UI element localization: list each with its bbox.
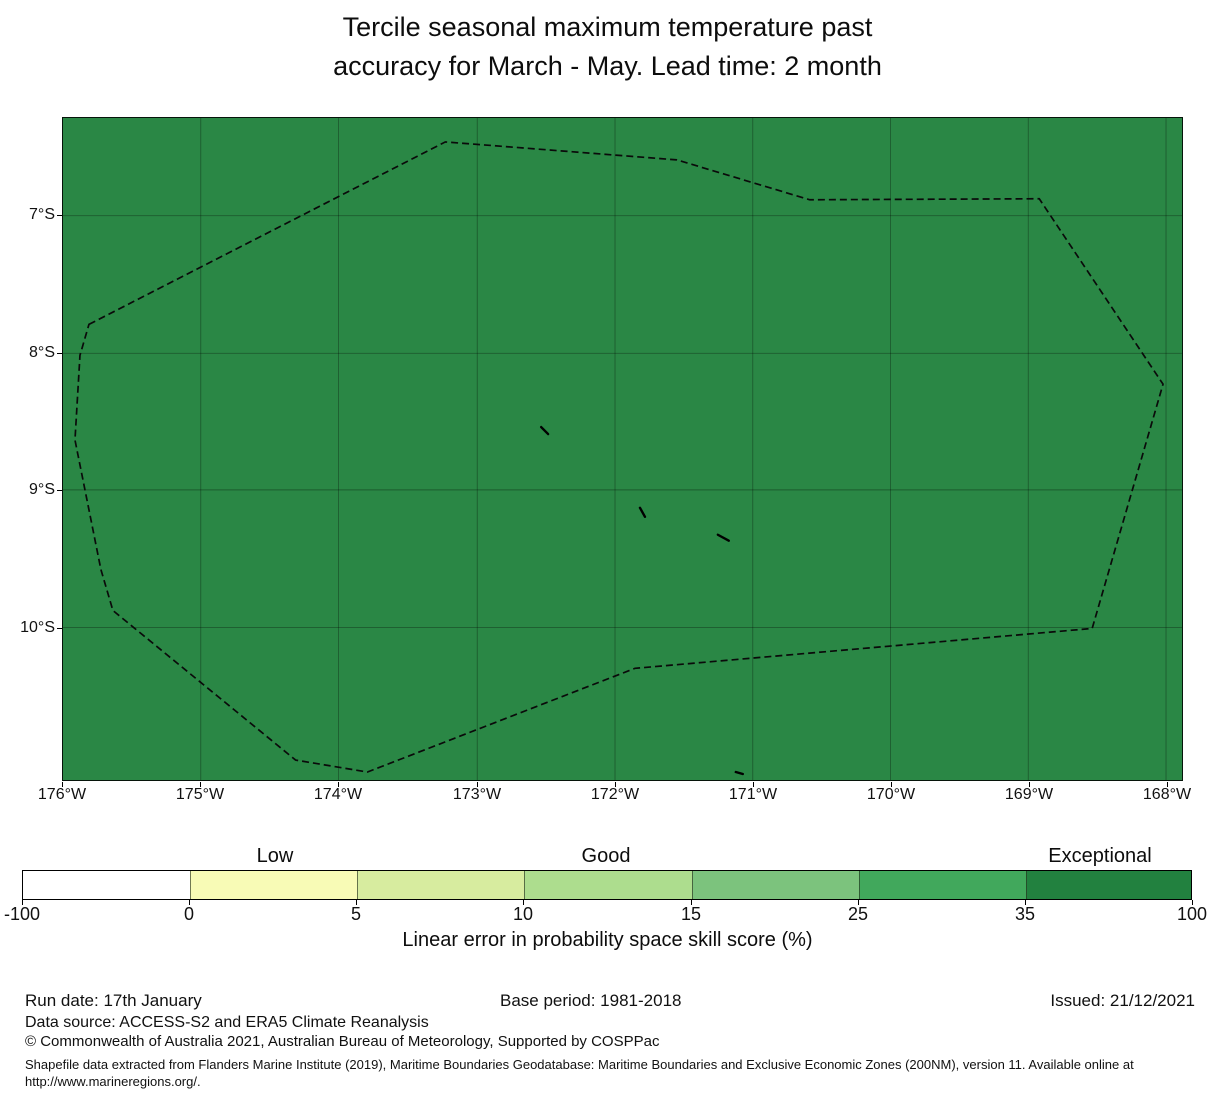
colorbar-tick-label: 25 [847, 904, 869, 924]
x-tick-label: 170°W [866, 786, 916, 803]
x-tick-label: 173°W [452, 786, 502, 803]
y-tickmark [57, 628, 62, 629]
island-mark [638, 506, 647, 518]
x-tick-label: 171°W [728, 786, 778, 803]
page-title: Tercile seasonal maximum temperature pas… [0, 8, 1215, 86]
colorbar-segment [190, 871, 357, 899]
map-canvas [62, 117, 1183, 781]
x-tickmark [891, 782, 892, 787]
x-tickmark [62, 782, 63, 787]
colorbar-tick-label: 100 [1176, 904, 1208, 924]
island-marks [539, 425, 744, 776]
colorbar-tickmark [22, 900, 23, 905]
colorbar-segment [357, 871, 524, 899]
colorbar-segment [692, 871, 859, 899]
colorbar-tickmark [1192, 900, 1193, 905]
x-tickmark [615, 782, 616, 787]
y-tickmark [57, 215, 62, 216]
colorbar-segment [859, 871, 1026, 899]
colorbar-tick-label: 10 [512, 904, 534, 924]
colorbar-tick-label: 5 [350, 904, 362, 924]
colorbar-tick-label: 15 [680, 904, 702, 924]
map-overlay [63, 118, 1182, 780]
colorbar-tick-label: -100 [3, 904, 41, 924]
colorbar-tick-label: 0 [183, 904, 195, 924]
data-source-text: Data source: ACCESS-S2 and ERA5 Climate … [25, 1014, 429, 1031]
x-tickmark [200, 782, 201, 787]
base-period-text: Base period: 1981-2018 [500, 991, 682, 1010]
colorbar-category-exceptional: Exceptional [1048, 845, 1152, 867]
colorbar-tickmark [356, 900, 357, 905]
colorbar-tickmark [189, 900, 190, 905]
y-tick-label: 9°S [29, 481, 55, 498]
page-title-line2: accuracy for March - May. Lead time: 2 m… [333, 51, 882, 81]
x-tickmark [477, 782, 478, 787]
run-date-text: Run date: 17th January [25, 991, 202, 1010]
island-mark [716, 533, 731, 542]
page-title-line1: Tercile seasonal maximum temperature pas… [342, 12, 873, 42]
colorbar-tick-label: 35 [1014, 904, 1036, 924]
x-tick-label: 175°W [175, 786, 225, 803]
x-tick-label: 172°W [590, 786, 640, 803]
colorbar-tickmark [1025, 900, 1026, 905]
issued-date-text: Issued: 21/12/2021 [1050, 991, 1195, 1010]
colorbar-segment [524, 871, 692, 899]
colorbar-segment [23, 871, 190, 899]
y-tick-label: 10°S [20, 619, 55, 636]
y-tickmark [57, 490, 62, 491]
y-tick-label: 8°S [29, 344, 55, 361]
x-tick-label: 176°W [37, 786, 87, 803]
x-tick-label: 169°W [1004, 786, 1054, 803]
colorbar-segment [1026, 871, 1191, 899]
x-tickmark [338, 782, 339, 787]
colorbar-category-good: Good [581, 845, 631, 867]
copyright-text: © Commonwealth of Australia 2021, Austra… [25, 1033, 660, 1050]
x-tickmark [753, 782, 754, 787]
colorbar-tickmark [523, 900, 524, 905]
shapefile-note-text: Shapefile data extracted from Flanders M… [25, 1057, 1134, 1089]
x-tick-label: 168°W [1142, 786, 1192, 803]
eez-boundary [74, 141, 1164, 773]
colorbar-tickmark [691, 900, 692, 905]
x-tickmark [1167, 782, 1168, 787]
graticule-gridlines [63, 118, 1182, 780]
island-mark [734, 770, 744, 776]
colorbar [22, 870, 1192, 900]
colorbar-category-low: Low [256, 845, 294, 867]
y-tickmark [57, 353, 62, 354]
colorbar-tickmark [858, 900, 859, 905]
island-mark [539, 425, 550, 436]
x-tick-label: 174°W [313, 786, 363, 803]
x-tickmark [1029, 782, 1030, 787]
y-tick-label: 7°S [29, 206, 55, 223]
colorbar-axis-label: Linear error in probability space skill … [402, 929, 813, 951]
